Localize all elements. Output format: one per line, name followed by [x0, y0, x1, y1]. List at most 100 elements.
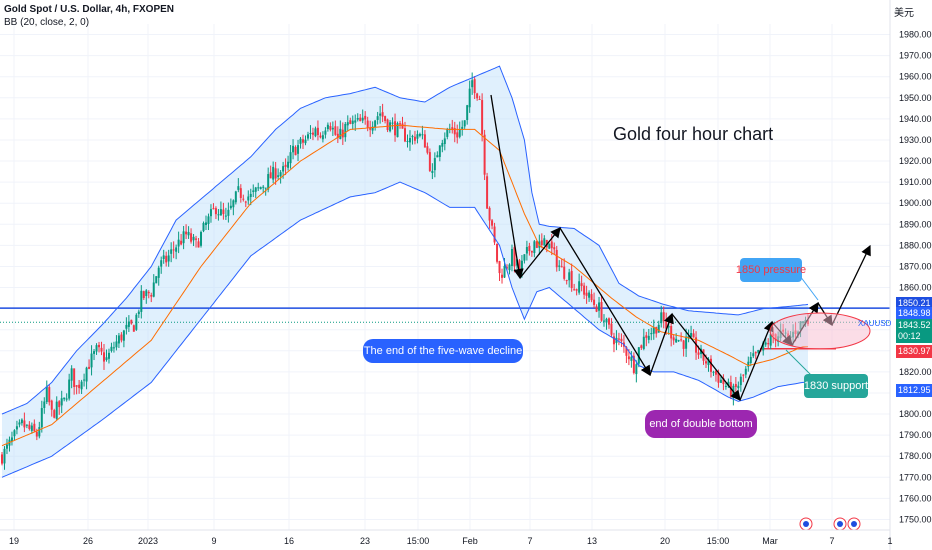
candle-body	[53, 410, 56, 418]
candle-body	[501, 274, 504, 278]
indicator-legend[interactable]: BB (20, close, 2, 0)	[4, 17, 90, 28]
candle-body	[473, 79, 476, 94]
callout-1850-pressure[interactable]: 1850 pressure	[736, 258, 806, 282]
candle-body	[35, 431, 38, 437]
candle-body	[73, 368, 76, 387]
candle-body	[384, 116, 387, 121]
candle-body	[754, 351, 757, 354]
candle-body	[120, 334, 123, 341]
candle-body	[65, 398, 68, 400]
candle-body	[316, 127, 319, 136]
candle-body	[620, 338, 623, 342]
candle-body	[172, 249, 175, 251]
candle-body	[727, 381, 730, 387]
trend-arrow	[490, 94, 524, 280]
y-tick-label: 1860.00	[899, 283, 932, 293]
candle-body	[690, 333, 693, 337]
candle-body	[155, 276, 158, 284]
candle-body	[23, 420, 26, 428]
y-tick-label: 1970.00	[899, 51, 932, 61]
candle-body	[127, 321, 130, 327]
candle-body	[145, 290, 148, 297]
candle-body	[391, 122, 394, 124]
candle-body	[655, 327, 658, 334]
candle-body	[386, 119, 389, 131]
candle-body	[130, 319, 133, 324]
candle-body	[394, 121, 397, 136]
candle-body	[563, 266, 566, 279]
y-tick-label: 1780.00	[899, 451, 932, 461]
price-tag-bb-upper: 1848.98	[896, 307, 932, 320]
candle-body	[605, 318, 608, 323]
annotation-title[interactable]: Gold four hour chart	[613, 124, 774, 144]
candle-body	[311, 132, 314, 135]
candle-body	[665, 320, 668, 329]
candle-body	[279, 172, 282, 177]
candle-body	[530, 250, 533, 253]
candle-body	[443, 138, 446, 145]
candle-body	[38, 427, 41, 437]
candle-body	[43, 401, 46, 408]
candle-body	[282, 166, 285, 172]
candle-body	[48, 387, 51, 403]
candle-body	[687, 335, 690, 338]
candle-body	[685, 336, 688, 349]
candle-body	[456, 132, 459, 138]
candle-body	[702, 349, 705, 361]
candle-body	[413, 136, 416, 141]
candle-body	[150, 294, 153, 297]
x-tick-label: Feb	[462, 536, 478, 546]
candle-body	[466, 105, 469, 121]
x-tick-label: 16	[284, 536, 294, 546]
candle-body	[304, 139, 307, 144]
candle-body	[714, 370, 717, 375]
candle-body	[207, 216, 210, 224]
candle-body	[747, 361, 750, 367]
x-tick-label: 7	[829, 536, 834, 546]
candle-body	[632, 355, 635, 373]
x-tick-label: 19	[9, 536, 19, 546]
candle-body	[292, 145, 295, 153]
candle-body	[351, 120, 354, 124]
candle-body	[180, 240, 183, 245]
y-tick-label: 1790.00	[899, 430, 932, 440]
y-tick-label: 1960.00	[899, 72, 932, 82]
candle-body	[227, 209, 230, 216]
callout-five-wave[interactable]: The end of the five-wave decline	[363, 339, 523, 363]
candle-body	[560, 266, 563, 268]
bb-lower-line	[1, 181, 808, 478]
candle-body	[401, 123, 404, 129]
candle-body	[10, 437, 13, 442]
callout-double-bottom[interactable]: end of double bottom	[645, 410, 757, 438]
candle-body	[508, 264, 511, 271]
candle-body	[627, 356, 630, 360]
candle-body	[451, 127, 454, 131]
candle-body	[112, 347, 115, 349]
candle-body	[165, 255, 168, 263]
candle-body	[461, 126, 464, 130]
event-flag-dot	[803, 521, 809, 527]
candle-body	[476, 93, 479, 99]
candle-body	[125, 324, 128, 329]
candle-body	[705, 361, 708, 364]
trend-arrow	[559, 227, 651, 377]
drawings	[490, 94, 871, 531]
candle-body	[543, 238, 546, 246]
callout-1830-support[interactable]: 1830 support	[804, 374, 868, 398]
candle-body	[306, 134, 309, 139]
bollinger-bands	[1, 65, 809, 478]
candle-body	[102, 352, 105, 362]
candle-body	[468, 88, 471, 108]
candle-body	[289, 152, 292, 164]
candle-body	[68, 379, 71, 399]
candle-body	[463, 120, 466, 127]
candle-body	[170, 249, 173, 254]
candle-body	[381, 112, 384, 117]
candle-body	[481, 100, 484, 135]
x-tick-label: Mar	[762, 536, 778, 546]
candle-body	[344, 124, 347, 138]
candle-body	[680, 339, 683, 341]
candle-body	[336, 133, 339, 139]
candle-body	[575, 289, 578, 291]
